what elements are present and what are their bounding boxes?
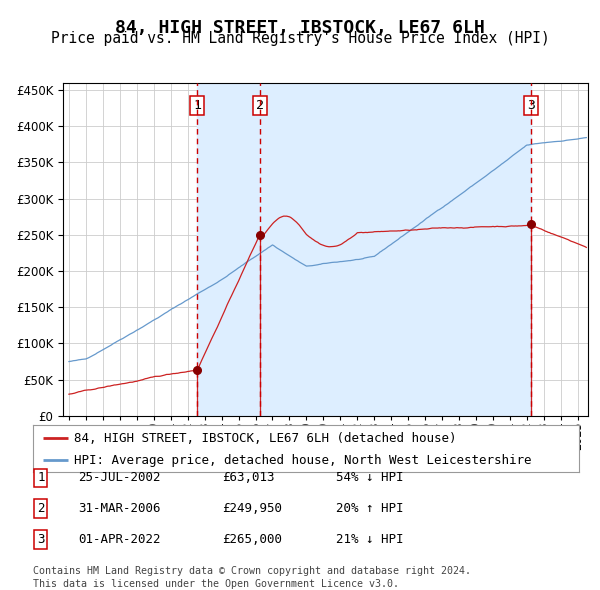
Text: 25-JUL-2002: 25-JUL-2002 xyxy=(78,471,161,484)
Text: 84, HIGH STREET, IBSTOCK, LE67 6LH (detached house): 84, HIGH STREET, IBSTOCK, LE67 6LH (deta… xyxy=(74,431,457,444)
Text: HPI: Average price, detached house, North West Leicestershire: HPI: Average price, detached house, Nort… xyxy=(74,454,532,467)
Bar xyxy=(197,83,260,416)
Text: 2: 2 xyxy=(37,502,44,515)
Text: 31-MAR-2006: 31-MAR-2006 xyxy=(78,502,161,515)
Text: £265,000: £265,000 xyxy=(222,533,282,546)
Text: 2: 2 xyxy=(256,99,264,112)
Text: 1: 1 xyxy=(37,471,44,484)
Text: 20% ↑ HPI: 20% ↑ HPI xyxy=(336,502,404,515)
Text: £63,013: £63,013 xyxy=(222,471,275,484)
Text: 54% ↓ HPI: 54% ↓ HPI xyxy=(336,471,404,484)
Text: Price paid vs. HM Land Registry's House Price Index (HPI): Price paid vs. HM Land Registry's House … xyxy=(50,31,550,45)
Text: This data is licensed under the Open Government Licence v3.0.: This data is licensed under the Open Gov… xyxy=(33,579,399,589)
Text: £249,950: £249,950 xyxy=(222,502,282,515)
Text: 3: 3 xyxy=(37,533,44,546)
Bar xyxy=(260,83,531,416)
Text: 3: 3 xyxy=(527,99,535,112)
Text: 21% ↓ HPI: 21% ↓ HPI xyxy=(336,533,404,546)
Text: 84, HIGH STREET, IBSTOCK, LE67 6LH: 84, HIGH STREET, IBSTOCK, LE67 6LH xyxy=(115,19,485,37)
Text: 1: 1 xyxy=(193,99,201,112)
Text: Contains HM Land Registry data © Crown copyright and database right 2024.: Contains HM Land Registry data © Crown c… xyxy=(33,566,471,576)
Text: 01-APR-2022: 01-APR-2022 xyxy=(78,533,161,546)
